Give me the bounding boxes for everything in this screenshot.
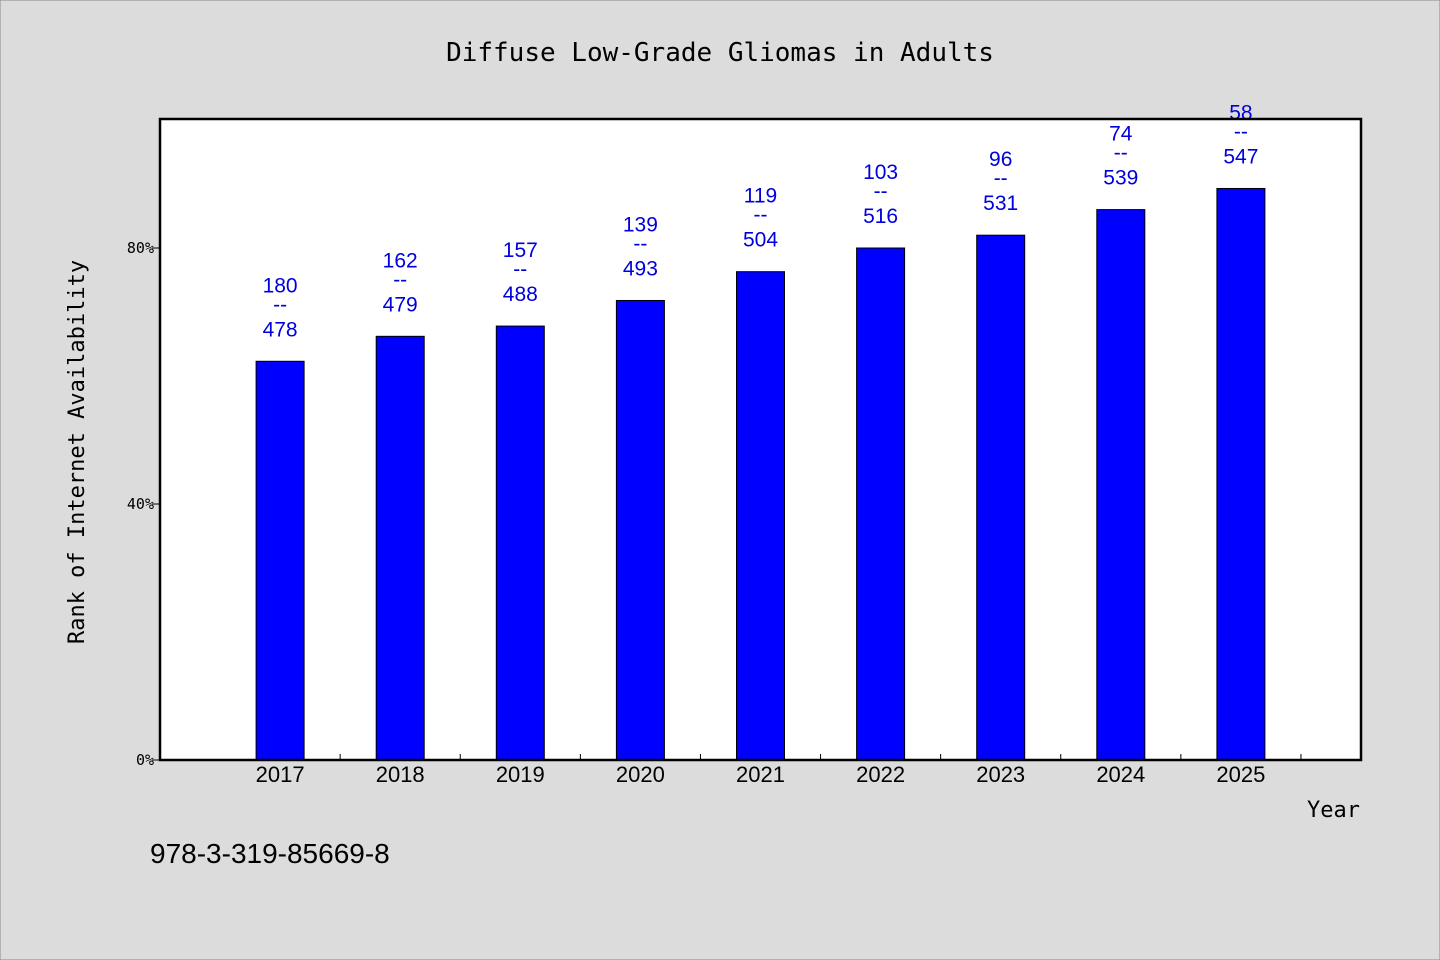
data-label-total: 504 <box>743 229 778 252</box>
bar-2020 <box>615 299 665 761</box>
data-label-total: 493 <box>623 257 658 280</box>
x-tick-label: 2022 <box>856 762 905 787</box>
y-tick-label: 0% <box>136 751 154 769</box>
data-label-rank: 162 <box>383 249 418 272</box>
bar-2018 <box>375 335 425 761</box>
x-tick-label: 2024 <box>1096 762 1145 787</box>
x-axis-title: Year <box>1307 798 1360 823</box>
x-tick-label: 2021 <box>736 762 785 787</box>
data-label-total: 531 <box>983 192 1018 215</box>
data-label-total: 547 <box>1223 145 1258 168</box>
bar-2025 <box>1216 187 1266 761</box>
bars-layer <box>255 187 1266 761</box>
data-label-rank: 103 <box>863 161 898 184</box>
bar-2024 <box>1096 209 1146 761</box>
data-label-rank: 74 <box>1109 123 1133 146</box>
data-label-separator: -- <box>1234 120 1248 143</box>
bar-2023 <box>976 234 1026 761</box>
data-label-rank: 119 <box>744 185 777 208</box>
chart-title: Diffuse Low-Grade Gliomas in Adults <box>446 38 994 68</box>
x-tick-label: 2017 <box>256 762 305 787</box>
y-tick-label: 40% <box>127 495 154 513</box>
bar-2021 <box>736 271 785 761</box>
bar-2017 <box>255 360 305 761</box>
x-tick-label: 2023 <box>976 762 1025 787</box>
data-label-separator: -- <box>754 204 768 227</box>
bar-2019 <box>495 325 545 761</box>
data-label-total: 539 <box>1103 167 1138 190</box>
data-label-total: 516 <box>863 205 898 228</box>
x-tick-label: 2019 <box>496 762 545 787</box>
data-label-separator: -- <box>994 167 1008 190</box>
data-label-rank: 96 <box>989 148 1012 171</box>
data-label-rank: 157 <box>503 239 538 262</box>
data-labels-layer: 2017180--4782018162--4792019157--4882020… <box>256 101 1266 787</box>
isbn-footer: 978-3-319-85669-8 <box>150 838 390 869</box>
y-axis-title: Rank of Internet Availability <box>65 260 90 644</box>
data-label-total: 478 <box>263 318 298 341</box>
x-tick-label: 2025 <box>1216 762 1265 787</box>
data-label-separator: -- <box>633 232 647 255</box>
y-tick-label: 80% <box>127 239 154 257</box>
data-label-separator: -- <box>513 258 527 281</box>
x-tick-label: 2018 <box>376 762 425 787</box>
data-label-rank: 180 <box>263 274 298 297</box>
data-label-rank: 139 <box>623 213 658 236</box>
data-label-total: 488 <box>503 283 538 306</box>
data-label-separator: -- <box>273 293 287 316</box>
bar-2022 <box>856 247 906 761</box>
data-label-separator: -- <box>1114 142 1128 165</box>
plot-frame <box>158 117 1363 762</box>
data-label-separator: -- <box>874 180 888 203</box>
x-tick-label: 2020 <box>616 762 665 787</box>
data-label-total: 479 <box>383 293 418 316</box>
data-label-separator: -- <box>393 268 407 291</box>
